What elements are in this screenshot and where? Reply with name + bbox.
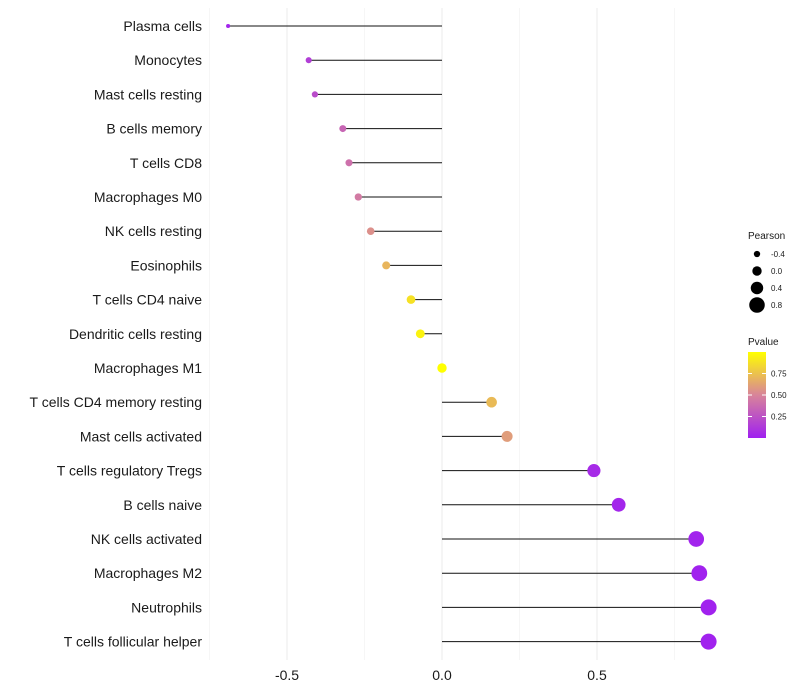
size-legend-key [753,250,761,258]
lollipop-point [700,633,717,650]
category-label: Macrophages M1 [94,360,202,376]
category-label: B cells memory [106,121,202,137]
size-legend-key [750,281,764,295]
pvalue-legend-title: Pvalue [748,337,779,348]
lollipop-point [691,565,708,582]
category-label: Macrophages M2 [94,565,202,581]
lollipop-point [311,91,319,98]
x-axis-ticks: -0.5 0.0 0.5 [275,667,607,683]
size-legend-label: 0.8 [771,301,783,310]
category-label: NK cells activated [91,531,202,547]
category-label: Plasma cells [123,18,202,34]
lollipop-point [305,57,312,64]
pearson-legend-title: Pearson [748,231,785,242]
category-labels: Plasma cells Monocytes Mast cells resting B… [30,18,203,650]
lollipop-point [688,531,705,547]
category-label: Monocytes [134,52,202,68]
category-label: T cells regulatory Tregs [57,463,202,479]
lollipop-points [226,23,717,650]
size-legend-key [752,266,762,276]
category-label: T cells CD8 [130,155,202,171]
category-label: NK cells resting [105,223,202,239]
category-label: T cells CD4 memory resting [30,394,202,410]
category-label: Neutrophils [131,599,202,615]
lollipop-point [501,430,513,442]
colorbar-label: 0.75 [771,370,787,379]
size-legend-key [749,297,765,313]
grid-lines [209,8,675,660]
category-label: Mast cells resting [94,86,202,102]
pvalue-colorbar [748,352,766,438]
lollipop-point [700,599,717,616]
category-label: Dendritic cells resting [69,326,202,342]
lollipop-point [345,159,353,167]
size-legend-label: 0.4 [771,284,783,293]
lollipop-point [415,329,425,339]
category-label: B cells naive [123,497,202,513]
lollipop-point [486,396,497,408]
lollipop-point [587,464,601,478]
category-label: T cells follicular helper [64,634,203,650]
colorbar-label: 0.50 [771,391,787,400]
x-tick-label: 0.5 [587,667,607,683]
x-tick-label: -0.5 [275,667,299,683]
category-label: Eosinophils [130,257,202,273]
lollipop-point [339,125,347,133]
colorbar-label: 0.25 [771,413,787,422]
category-label: T cells CD4 naive [93,292,203,308]
pearson-size-legend: Pearson -0.4 0.0 0.4 0.8 [748,231,785,313]
category-label: Mast cells activated [80,428,202,444]
x-tick-label: 0.0 [432,667,452,683]
lollipop-point [226,23,231,29]
lollipop-point [406,295,416,304]
lollipop-point [611,497,626,512]
lollipop-point [354,193,362,201]
lollipop-point [382,261,391,270]
lollipop-point [437,363,447,373]
lollipop-point [366,227,375,236]
lollipop-stems [228,25,709,643]
size-legend-label: 0.0 [771,267,783,276]
category-label: Macrophages M0 [94,189,202,205]
size-legend-label: -0.4 [771,250,785,259]
pvalue-color-legend: Pvalue 0.25 0.50 0.75 [748,337,787,438]
